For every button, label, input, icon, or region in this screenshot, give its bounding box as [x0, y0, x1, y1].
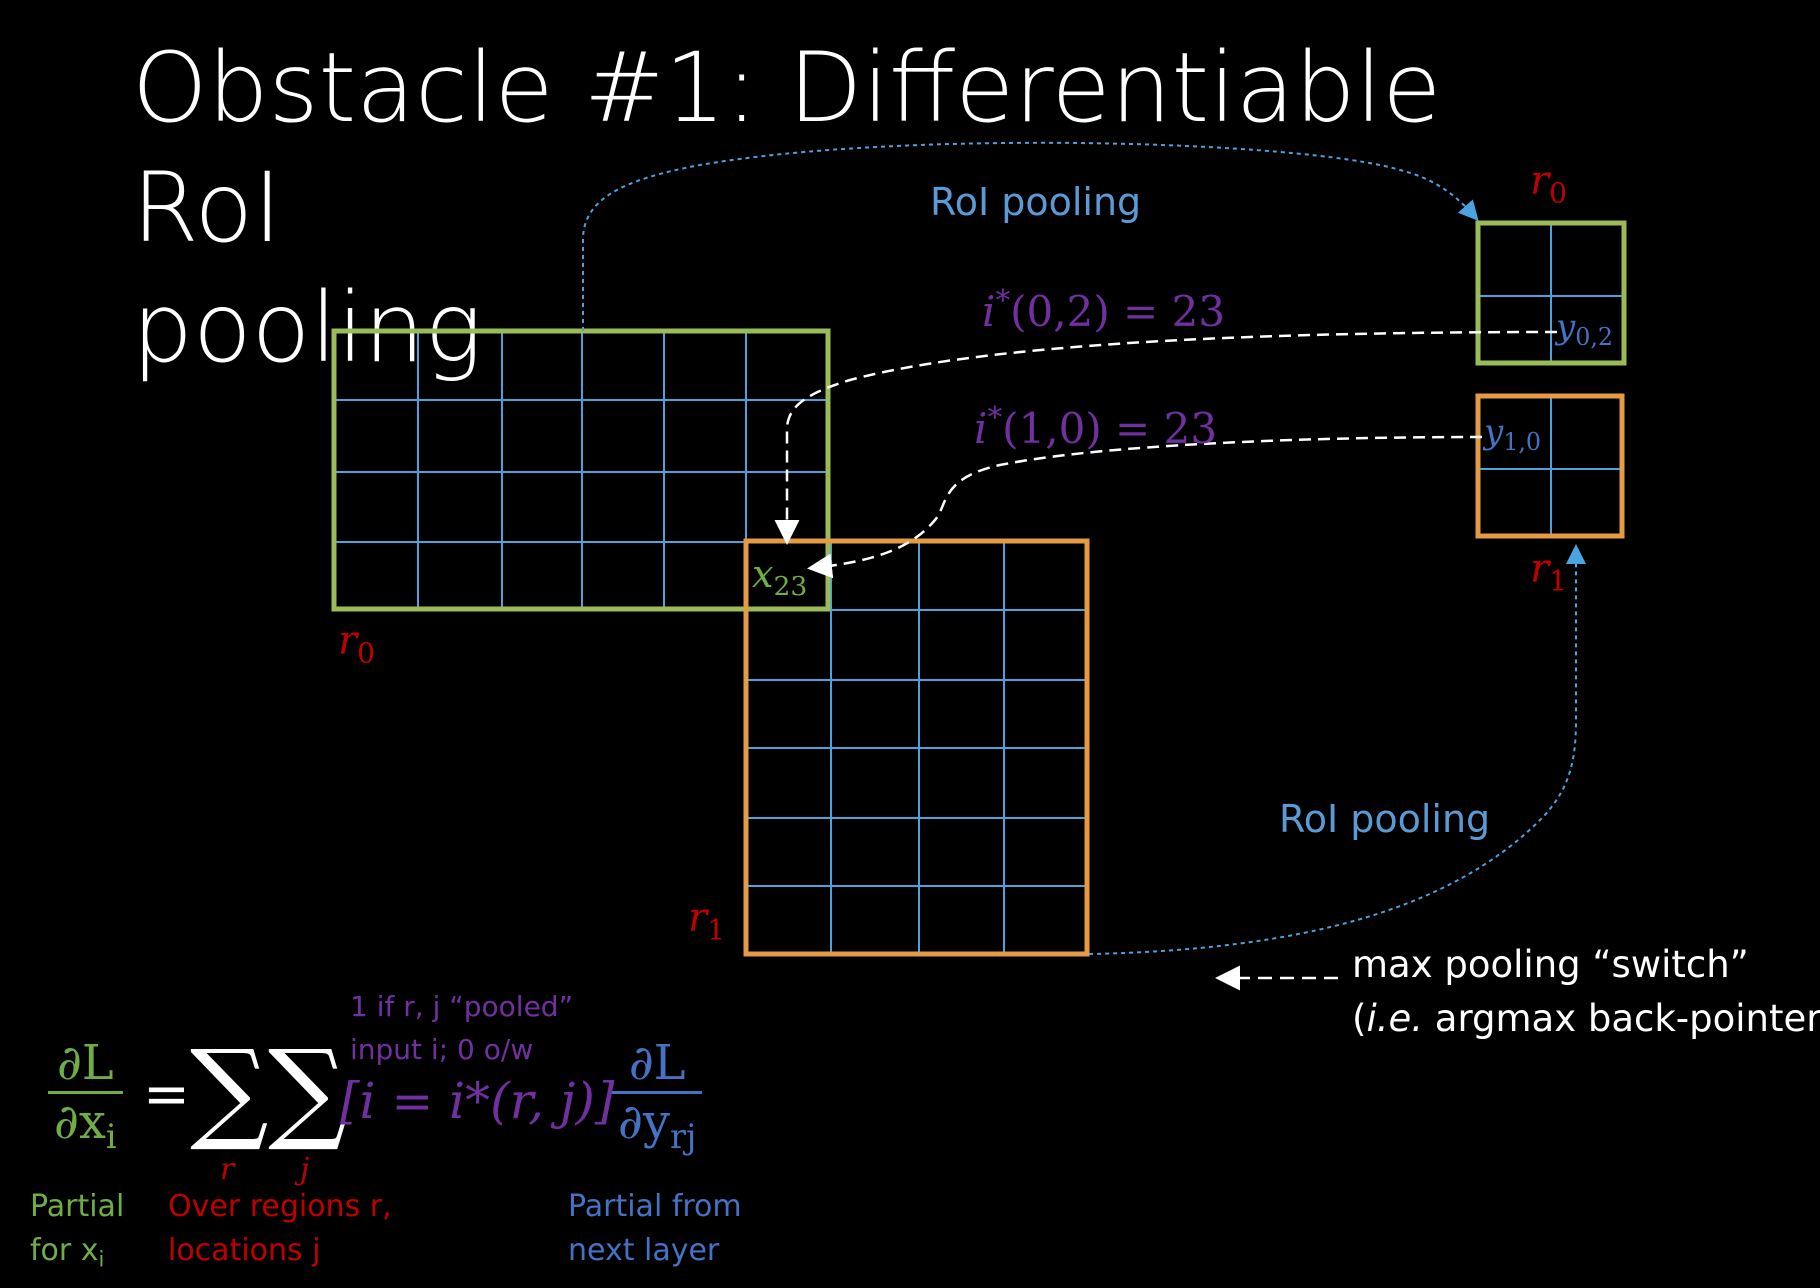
rhs-numerator: ∂L	[628, 1035, 686, 1091]
lhs-numerator: ∂L	[56, 1035, 114, 1091]
lhs-den-sub: i	[105, 1117, 117, 1157]
caption-partial-xi: Partial for xi	[30, 1185, 124, 1281]
gradient-equation: ∂L ∂xi	[48, 1035, 123, 1195]
sum-over-j: ∑	[268, 1026, 347, 1154]
switch-arrow-y02-to-x23	[774, 330, 1558, 545]
sum-over-r: ∑	[190, 1026, 269, 1154]
lhs-denominator: ∂xi	[48, 1091, 123, 1156]
switch-top-star: *	[995, 283, 1011, 317]
legend-line-2: (i.e. argmax back-pointer)	[1352, 992, 1820, 1046]
switch-bottom-args: (1,0) = 23	[1002, 404, 1218, 454]
r1-input-grid	[746, 542, 1087, 953]
legend-text: max pooling “switch” (i.e. argmax back-p…	[1352, 938, 1820, 1046]
indicator-note-line-2: input i; 0 o/w	[350, 1033, 534, 1066]
caption-partial-xi-line-2: for xi	[30, 1229, 124, 1281]
caption-over-regions: Over regions r, locations j	[168, 1185, 392, 1273]
switch-label-bottom: i*(1,0) = 23	[974, 400, 1217, 453]
r1-output-grid	[1475, 393, 1625, 539]
legend-ie: i.e.	[1366, 997, 1424, 1040]
rhs-fraction: ∂L ∂yrj	[612, 1035, 703, 1157]
lhs-den-base: ∂x	[54, 1094, 106, 1150]
r1-output-label: r1	[1530, 546, 1567, 597]
r0-output-label: r0	[1530, 158, 1567, 209]
sum2-subscript: j	[300, 1152, 310, 1187]
caption-over-regions-line-1: Over regions r,	[168, 1189, 392, 1224]
roi-pooling-label-top: RoI pooling	[930, 180, 1142, 224]
switch-label-top: i*(0,2) = 23	[982, 283, 1225, 336]
switch-top-base: i	[982, 287, 996, 337]
y02-label: y0,2	[1556, 307, 1613, 351]
caption-partial-next-line-1: Partial from	[568, 1189, 742, 1224]
legend-open-paren: (	[1352, 997, 1367, 1040]
caption-partial-next-line-2: next layer	[568, 1233, 720, 1268]
x23-sub: 23	[773, 570, 808, 602]
r0-input-label: r0	[338, 618, 375, 669]
r0-out-sub: 0	[1549, 176, 1567, 210]
lhs-fraction: ∂L ∂xi	[48, 1035, 123, 1156]
legend-rest: argmax back-pointer)	[1423, 997, 1820, 1040]
switch-bottom-star: *	[987, 400, 1003, 434]
caption-partial-xi-line-1: Partial	[30, 1189, 125, 1224]
rhs-denominator: ∂yrj	[612, 1091, 703, 1157]
r0-region-border	[331, 328, 831, 612]
r0-out-base: r	[1530, 158, 1550, 204]
title-line-1: Obstacle #1: Differentiable RoI	[132, 32, 1442, 264]
sum1-subscript: r	[220, 1152, 235, 1187]
rhs-den-base: ∂y	[618, 1094, 670, 1150]
r1-out-base: r	[1530, 546, 1550, 592]
legend-line-1: max pooling “switch”	[1352, 943, 1749, 986]
switch-top-args: (0,2) = 23	[1010, 287, 1226, 337]
r1-region-border	[743, 538, 1090, 957]
iverson-bracket: [i = i*(r, j)]	[340, 1072, 615, 1130]
title-line-2: pooling	[132, 272, 483, 384]
roi-pooling-label-bottom: RoI pooling	[1279, 797, 1491, 841]
r0-output-grid	[1475, 220, 1627, 366]
caption-over-regions-line-2: locations j	[168, 1233, 321, 1268]
y10-label: y1,0	[1484, 412, 1541, 456]
caption-partial-next: Partial from next layer	[568, 1185, 742, 1273]
switch-arrow-y10-to-x23	[807, 435, 1483, 579]
indicator-note: 1 if r, j “pooled” input i; 0 o/w	[350, 985, 573, 1071]
equals-sign: =	[143, 1062, 190, 1127]
r0-base: r	[338, 618, 358, 664]
y02-base: y	[1556, 307, 1576, 347]
y10-base: y	[1484, 412, 1504, 452]
roi-pooling-arrow-top	[582, 141, 1479, 331]
switch-bottom-base: i	[974, 404, 988, 454]
roi-pooling-arrow-bottom	[1088, 544, 1586, 955]
y10-sub: 1,0	[1503, 428, 1542, 457]
slide-title: Obstacle #1: Differentiable RoI pooling	[132, 28, 1532, 388]
indicator-note-line-1: 1 if r, j “pooled”	[350, 990, 574, 1023]
r0-sub: 0	[357, 636, 375, 670]
r1-base: r	[688, 895, 708, 941]
rhs-den-sub: rj	[669, 1117, 697, 1157]
x23-label: x23	[752, 552, 807, 602]
r1-input-label: r1	[688, 895, 725, 946]
caption-partial-xi-sub: i	[98, 1247, 105, 1272]
r1-out-sub: 1	[1549, 564, 1567, 598]
y02-sub: 0,2	[1575, 323, 1614, 352]
x23-base: x	[752, 552, 774, 596]
caption-partial-xi-text: for x	[30, 1233, 99, 1268]
r1-sub: 1	[707, 913, 725, 947]
